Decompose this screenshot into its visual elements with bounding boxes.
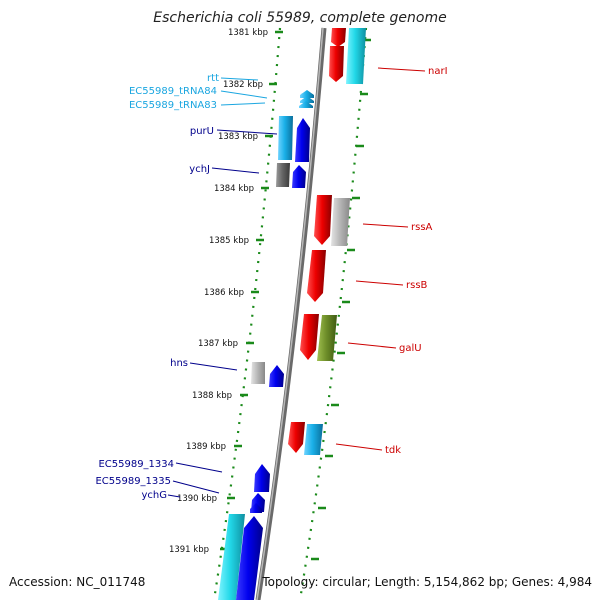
gene-narI[interactable] — [346, 28, 366, 84]
gene-ychG[interactable] — [250, 503, 262, 513]
feature-label-EC55989_1334[interactable]: EC55989_1334 — [98, 459, 174, 470]
gene-purU[interactable] — [295, 118, 310, 162]
kbp-tick-label: 1384 kbp — [214, 184, 254, 194]
gene-tdk-partner[interactable] — [304, 424, 323, 455]
gene-rssA-partner[interactable] — [331, 198, 350, 246]
gene-rssA[interactable] — [314, 195, 332, 245]
forward-label-leaders — [167, 77, 278, 498]
gene-galU[interactable] — [300, 314, 319, 360]
map-title: Escherichia coli 55989, complete genome — [153, 10, 447, 26]
kbp-tick-label: 1391 kbp — [169, 545, 209, 555]
feature-label-galU[interactable]: galU — [399, 343, 422, 354]
forward-features — [218, 90, 314, 600]
kbp-ticks — [220, 30, 283, 551]
leader-line — [175, 462, 223, 473]
leader-line — [189, 362, 238, 371]
leader-line — [362, 223, 409, 228]
trna-feature-83[interactable] — [299, 101, 313, 108]
kbp-tick-label: 1381 kbp — [228, 28, 268, 38]
leader-line — [347, 342, 397, 349]
feature-label-narI[interactable]: narI — [428, 66, 448, 77]
gene-ychJ-partner[interactable] — [276, 163, 290, 187]
leader-line — [216, 129, 278, 135]
reverse-label-leaders — [335, 67, 426, 451]
leader-line — [335, 443, 383, 451]
feature-label-purU[interactable]: purU — [190, 126, 214, 137]
leader-line — [167, 494, 181, 498]
feature-label-rssA[interactable]: rssA — [411, 222, 433, 233]
kbp-tick-label: 1388 kbp — [192, 391, 232, 401]
genome-backbone — [255, 27, 327, 600]
kbp-tick-label: 1390 kbp — [177, 494, 217, 504]
reverse-features — [288, 28, 366, 455]
gene-ychJ[interactable] — [292, 165, 306, 188]
feature-label-rtt[interactable]: rtt — [207, 73, 219, 84]
genome-backbone-highlight — [256, 27, 324, 600]
feature-label-ychJ[interactable]: ychJ — [189, 164, 210, 175]
feature-label-rssB[interactable]: rssB — [406, 280, 428, 291]
kbp-tick-label: 1386 kbp — [204, 288, 244, 298]
gene-top-reverse[interactable] — [331, 28, 346, 47]
kbp-tick-label: 1387 kbp — [198, 339, 238, 349]
feature-label-EC55989_tRNA83[interactable]: EC55989_tRNA83 — [129, 100, 217, 111]
accession-text: Accession: NC_011748 — [9, 575, 146, 589]
leader-line — [220, 90, 268, 99]
gene-purU-partner[interactable] — [278, 116, 293, 160]
gene-rssB[interactable] — [307, 250, 326, 302]
rrna-feature-bottom[interactable] — [218, 514, 245, 600]
gene-narI-partner[interactable] — [329, 46, 344, 82]
leader-line — [172, 480, 220, 494]
leader-line — [220, 77, 259, 81]
leader-line — [355, 280, 404, 286]
feature-label-ychG[interactable]: ychG — [141, 490, 167, 501]
feature-label-hns[interactable]: hns — [170, 358, 188, 369]
kbp-tick-label: 1382 kbp — [223, 80, 263, 90]
leader-line — [377, 67, 426, 72]
kbp-tick-label: 1383 kbp — [218, 132, 258, 142]
inner-ruler-ticks — [311, 38, 371, 561]
gene-bottom-forward[interactable] — [236, 516, 263, 600]
leader-line — [220, 102, 266, 106]
trna-feature-84[interactable] — [300, 96, 314, 103]
gene-EC55989_1334[interactable] — [254, 464, 270, 492]
gene-tdk[interactable] — [288, 422, 305, 453]
gene-hns-partner[interactable] — [251, 362, 265, 384]
trna-rtt-arrow[interactable] — [300, 90, 314, 98]
genome-stats-text: Topology: circular; Length: 5,154,862 bp… — [262, 575, 592, 589]
feature-label-EC55989_tRNA84[interactable]: EC55989_tRNA84 — [129, 86, 217, 97]
kbp-tick-label: 1385 kbp — [209, 236, 249, 246]
leader-line — [211, 167, 260, 174]
kbp-tick-label: 1389 kbp — [186, 442, 226, 452]
feature-label-tdk[interactable]: tdk — [385, 445, 401, 456]
gene-galU-partner[interactable] — [317, 315, 337, 361]
feature-label-EC55989_1335[interactable]: EC55989_1335 — [95, 476, 171, 487]
gene-hns[interactable] — [269, 365, 284, 387]
